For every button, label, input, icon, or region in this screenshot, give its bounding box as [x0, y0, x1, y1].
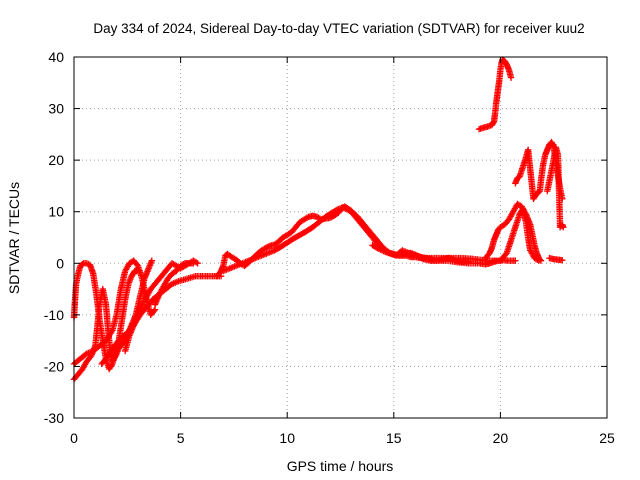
x-tick-label: 10	[279, 430, 295, 446]
data-point	[193, 259, 200, 266]
axis-ticks: 0 5 10 15 20 25 -30 -20 -10 0 10 20 30 40	[44, 49, 615, 446]
data-point	[265, 243, 272, 250]
data-point	[419, 255, 426, 262]
data-track	[369, 242, 472, 265]
data-point	[333, 206, 341, 214]
data-track	[497, 205, 542, 264]
x-tick-label: 5	[177, 430, 185, 446]
data-point	[512, 257, 519, 264]
y-tick-label: 10	[48, 204, 64, 220]
data-point	[535, 257, 542, 264]
data-point	[303, 214, 311, 221]
data-point	[262, 244, 270, 252]
x-tick-label: 15	[386, 430, 402, 446]
y-tick-label: 40	[48, 49, 64, 65]
x-axis-label: GPS time / hours	[287, 458, 394, 474]
data-track	[70, 257, 159, 368]
data-point	[108, 328, 115, 336]
y-tick-label: -30	[44, 410, 64, 426]
data-track	[475, 56, 515, 133]
x-tick-label: 20	[493, 430, 509, 446]
y-tick-label: -20	[44, 358, 64, 374]
data-point	[190, 260, 197, 267]
data-point	[559, 256, 566, 264]
data-track	[151, 260, 197, 308]
y-tick-label: -10	[44, 307, 64, 323]
data-point	[264, 243, 271, 251]
y-tick-label: 30	[48, 101, 64, 117]
data-point	[534, 256, 541, 264]
data-point	[148, 257, 156, 264]
data-point	[111, 354, 118, 361]
data-track	[544, 144, 567, 231]
y-tick-label: 0	[56, 255, 64, 271]
data-track	[220, 203, 519, 275]
x-tick-label: 25	[599, 430, 615, 446]
data-point	[108, 361, 115, 369]
y-axis-label: SDTVAR / TECUs	[6, 182, 22, 294]
data-point	[180, 260, 187, 268]
data-points	[70, 56, 567, 383]
x-tick-label: 0	[70, 430, 78, 446]
plot-frame	[73, 56, 608, 419]
y-tick-label: 20	[48, 152, 64, 168]
data-point	[560, 223, 567, 231]
chart-title: Day 334 of 2024, Sidereal Day-to-day VTE…	[93, 21, 584, 36]
data-point	[507, 74, 515, 81]
data-point	[150, 307, 158, 315]
data-track	[546, 254, 566, 264]
data-point	[465, 258, 472, 265]
